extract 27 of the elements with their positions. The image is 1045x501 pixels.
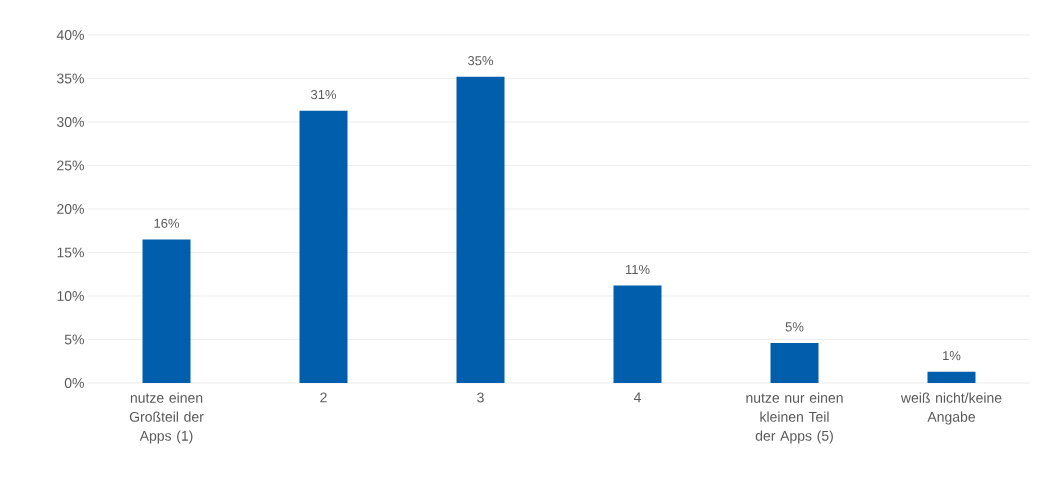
bar <box>142 239 191 383</box>
x-tick-label: weiß nicht/keine Angabe <box>900 392 1002 425</box>
y-tick-label: 30% <box>56 117 84 127</box>
y-tick-label: 15% <box>57 247 84 258</box>
bar <box>770 342 819 383</box>
x-tick-label: nutze nur einen kleinen Teil der Apps (5) <box>746 392 843 444</box>
data-label: 35% <box>468 56 494 66</box>
x-tick-label: nutze einen Großteil der Apps (1) <box>129 392 204 444</box>
bar <box>456 76 505 383</box>
x-tick-label: 2 <box>320 392 327 403</box>
bar <box>299 110 348 383</box>
data-label: 11% <box>625 264 650 275</box>
bar <box>613 285 662 383</box>
y-tick-label: 40% <box>56 30 84 40</box>
data-label: 16% <box>154 218 180 228</box>
y-tick-label: 10% <box>57 291 84 301</box>
x-tick-label: 4 <box>633 392 641 403</box>
data-label: 31% <box>311 89 337 100</box>
y-tick-label: 5% <box>64 334 84 345</box>
y-tick-label: 20% <box>57 204 84 214</box>
y-tick-label: 25% <box>57 160 84 171</box>
y-tick-label: 0% <box>64 378 84 388</box>
x-tick-label: 3 <box>477 392 484 403</box>
data-label: 5% <box>785 322 804 332</box>
y-tick-label: 35% <box>56 73 84 84</box>
data-label: 1% <box>943 351 961 361</box>
bar <box>927 371 976 383</box>
